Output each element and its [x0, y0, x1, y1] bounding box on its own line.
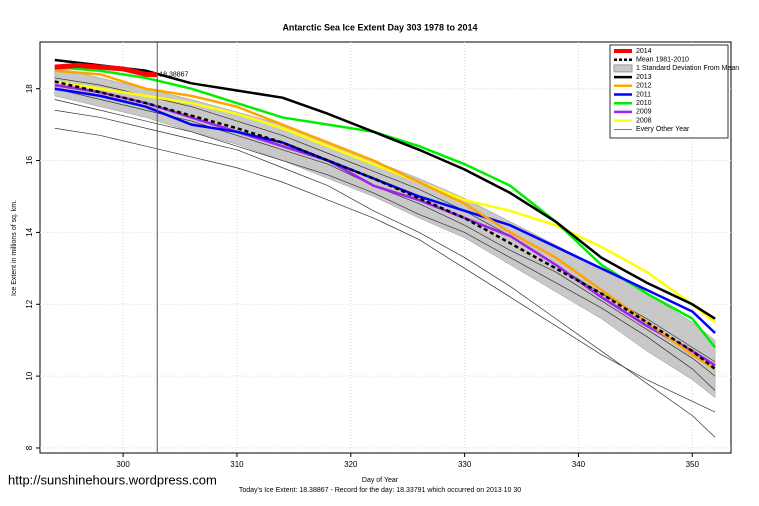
series-line: [54, 69, 716, 370]
legend-label: 2010: [636, 100, 652, 107]
x-tick-label: 300: [116, 460, 130, 469]
other-year-line: [54, 99, 716, 391]
watermark: http://sunshinehours.wordpress.com: [8, 472, 217, 487]
legend-label: 2013: [636, 74, 652, 81]
plot-frame: [39, 41, 732, 454]
legend-label: 1 Standard Deviation From Mean: [636, 65, 739, 72]
legend-label: Mean 1981-2010: [636, 57, 689, 64]
legend-label: 2011: [636, 91, 651, 98]
legend-label: Every Other Year: [636, 126, 690, 133]
y-tick-label: 16: [25, 156, 34, 165]
y-tick-label: 18: [25, 84, 34, 93]
legend-label: 2008: [636, 117, 652, 124]
x-tick-label: 310: [230, 460, 244, 469]
x-tick-label: 350: [686, 460, 700, 469]
y-tick-label: 8: [25, 445, 34, 450]
annotation: 18.38867: [159, 72, 188, 79]
y-axis-label: Ice Extent in millions of sq. km.: [11, 200, 18, 296]
series-line: [54, 62, 158, 78]
series-line: [54, 80, 716, 370]
y-tick-label: 14: [25, 227, 34, 236]
x-tick-label: 330: [458, 460, 472, 469]
y-tick-label: 10: [25, 371, 34, 380]
series-line: [54, 83, 716, 367]
y-tick-label: 12: [25, 299, 34, 308]
legend-swatch: [613, 64, 633, 73]
legend-label: 2014: [636, 48, 652, 55]
series-line: [54, 58, 716, 320]
x-tick-label: 340: [572, 460, 586, 469]
chart-title: Antarctic Sea Ice Extent Day 303 1978 to…: [282, 22, 477, 32]
x-axis-label: Day of Year: [362, 477, 399, 484]
other-year-line: [54, 109, 716, 438]
legend-label: 2009: [636, 109, 652, 116]
legend-label: 2012: [636, 83, 652, 90]
x-tick-label: 320: [344, 460, 358, 469]
footer: Today's Ice Extent: 18.38867 - Record fo…: [239, 487, 521, 494]
series-line: [54, 80, 716, 324]
